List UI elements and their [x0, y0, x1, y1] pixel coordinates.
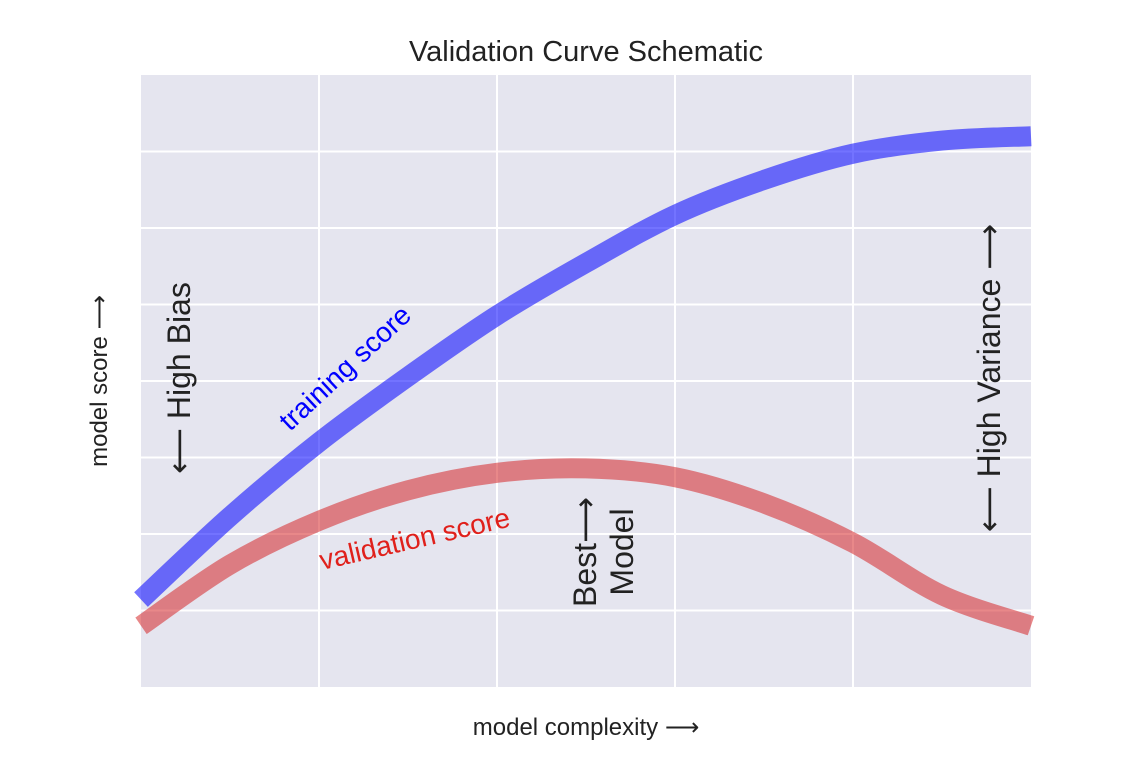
series-group	[134, 126, 1035, 636]
y-axis-label: model score ⟶	[86, 295, 113, 467]
chart-title: Validation Curve Schematic	[409, 36, 763, 68]
high-variance-annotation: ⟵ High Variance ⟶	[971, 224, 1007, 532]
best-model-annotation: Best⟶Model	[567, 497, 640, 607]
x-axis-label: model complexity ⟶	[473, 714, 699, 741]
best-model-line: Model	[604, 508, 640, 595]
series-line-validation-score	[135, 458, 1035, 636]
best-model-line: Best⟶	[567, 497, 603, 607]
high-bias-annotation: ⟵ High Bias	[161, 282, 197, 474]
series-line-training-score	[134, 126, 1032, 607]
